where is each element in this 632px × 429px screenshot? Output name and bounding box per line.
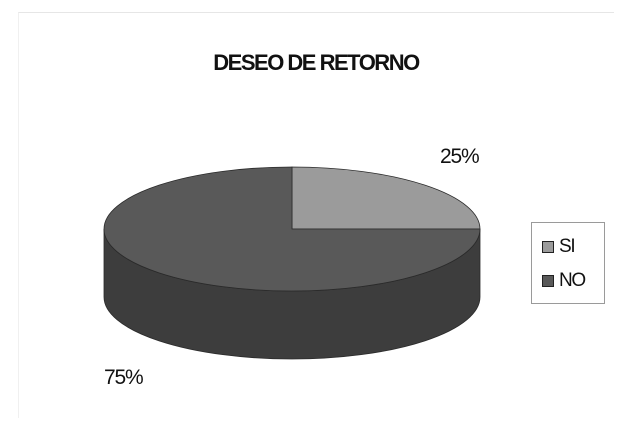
legend-swatch-si xyxy=(542,241,554,253)
chart-border xyxy=(18,12,614,418)
legend-label-si: SI xyxy=(559,236,576,257)
data-label-si: 25% xyxy=(440,145,479,168)
legend-label-no: NO xyxy=(559,270,586,291)
pie-body xyxy=(103,166,481,360)
pie-slice-no xyxy=(103,166,481,292)
legend: SI NO xyxy=(531,222,605,304)
chart-title: DESEO DE RETORNO xyxy=(213,50,420,75)
legend-item-no: NO xyxy=(542,270,586,292)
pie-slice-si xyxy=(291,166,481,230)
data-label-no: 75% xyxy=(104,366,143,389)
legend-item-si: SI xyxy=(542,236,576,258)
legend-swatch-no xyxy=(542,275,554,287)
